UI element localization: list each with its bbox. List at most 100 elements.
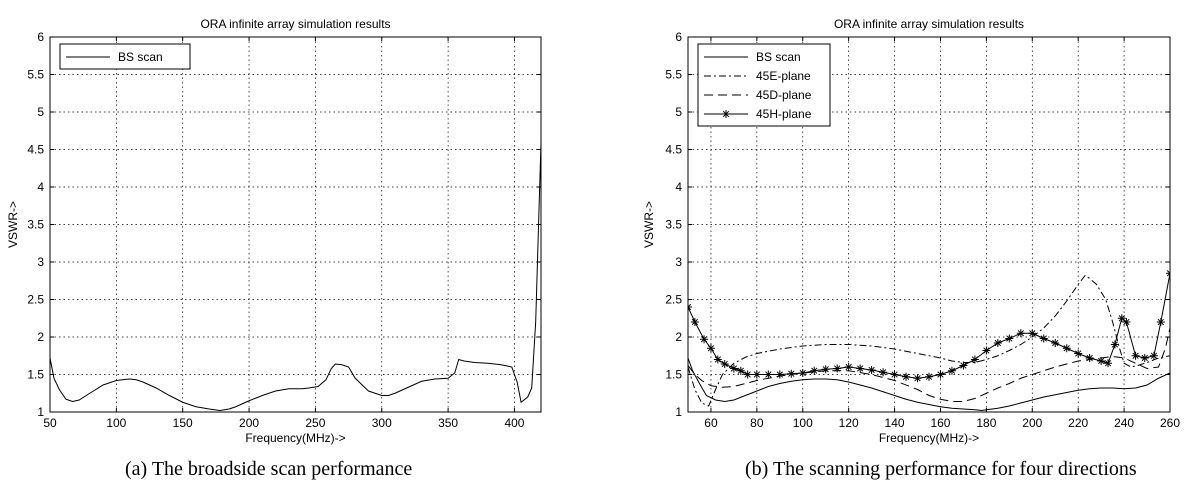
- data-point-star-marker: [700, 335, 709, 344]
- figure-a: 50 100 150 200 250 300 350 400 1 1.5 2 2.5 3 3.5 4 4.5 5…: [0, 0, 560, 494]
- plot-frame: [687, 36, 1171, 413]
- x-tick-label: 260: [1160, 416, 1180, 430]
- data-point-star-marker: [1104, 359, 1113, 368]
- y-tick-label: 2.5: [27, 293, 44, 307]
- data-point-star-marker: [1140, 354, 1149, 362]
- x-tick-label: 160: [930, 416, 950, 430]
- data-point-star-marker: [729, 364, 738, 373]
- y-tick-label: 5.5: [27, 68, 44, 82]
- data-point-star-marker: [959, 361, 968, 370]
- legend-box: [59, 43, 191, 70]
- y-tick-label: 2.5: [665, 293, 682, 307]
- plot-frame: [49, 36, 542, 413]
- data-point-star-marker: [810, 366, 819, 375]
- data-point-star-marker: [936, 370, 945, 379]
- y-tick-label: 3: [37, 255, 44, 269]
- data-point-star-marker: [844, 363, 853, 371]
- data-point-star-marker: [787, 369, 796, 378]
- x-tick-label: 50: [43, 416, 57, 430]
- data-point-star-marker: [752, 370, 761, 379]
- data-point-star-marker: [1074, 349, 1083, 358]
- y-tick-label: 5.5: [665, 68, 682, 82]
- y-tick-label: 3.5: [665, 218, 682, 232]
- x-tick-label: 180: [976, 416, 996, 430]
- data-point-star-marker: [982, 346, 991, 355]
- legend-box: [697, 43, 831, 127]
- data-point-star-marker: [1062, 344, 1071, 353]
- series-line-45e-plane: [688, 274, 1170, 407]
- figure-b: 60 80 100 120 140 160 180 200 220 240 260 1 1.5 2 2.5 3…: [625, 0, 1189, 494]
- series-line-bs-scan: [50, 141, 541, 412]
- x-tick-label: 250: [305, 416, 325, 430]
- x-axis-label: Frequency(MHz)->: [879, 431, 979, 445]
- y-tick-label: 6: [675, 30, 682, 44]
- data-point-star-marker: [821, 365, 830, 374]
- y-tick-label: 5: [675, 105, 682, 119]
- data-point-star-marker: [713, 355, 722, 364]
- data-point-star-marker: [833, 364, 842, 373]
- data-point-star-marker: [1122, 318, 1131, 326]
- y-tick-label: 2: [675, 330, 682, 344]
- data-point-star-marker: [1097, 357, 1106, 365]
- data-point-star-marker: [1039, 334, 1048, 343]
- data-point-star-marker: [706, 344, 715, 353]
- y-tick-label: 4: [675, 180, 682, 194]
- y-tick-label: 4: [37, 180, 44, 194]
- data-point-star-marker: [743, 370, 752, 379]
- y-tick-label: 1: [37, 405, 44, 419]
- legend: BS scan: [59, 43, 191, 70]
- x-tick-label: 150: [173, 416, 193, 430]
- data-point-star-marker: [764, 370, 773, 379]
- y-tick-label: 3: [675, 255, 682, 269]
- legend: BS scan 45E-plane 45D-plane 45H-plane: [697, 43, 831, 127]
- y-tick-label: 3.5: [27, 218, 44, 232]
- x-tick-label: 220: [1068, 416, 1088, 430]
- data-point-star-marker: [1016, 329, 1025, 338]
- data-point-star-marker: [1110, 340, 1119, 349]
- data-point-star-marker: [1131, 351, 1140, 360]
- x-tick-label: 200: [1022, 416, 1042, 430]
- data-point-star-marker: [720, 360, 729, 368]
- data-point-star-marker: [690, 318, 699, 326]
- data-point-star-marker: [913, 374, 922, 383]
- data-point-star-marker: [1156, 318, 1165, 326]
- x-tick-label: 120: [839, 416, 859, 430]
- y-axis-label: VSWR->: [642, 201, 656, 248]
- x-tick-label: 240: [1114, 416, 1134, 430]
- chart-title: ORA infinite array simulation results: [834, 17, 1024, 31]
- data-point-star-marker: [867, 366, 876, 374]
- data-point-star-marker: [1166, 269, 1170, 278]
- data-point-star-marker: [1005, 334, 1014, 343]
- y-tick-label: 1: [675, 405, 682, 419]
- y-tick-label: 1.5: [27, 368, 44, 382]
- grid: [688, 37, 1170, 412]
- x-tick-label: 100: [793, 416, 813, 430]
- data-point-star-marker: [993, 339, 1002, 347]
- chart-b-svg: 60 80 100 120 140 160 180 200 220 240 260 1 1.5 2 2.5 3…: [642, 17, 1180, 445]
- y-tick-label: 4.5: [27, 143, 44, 157]
- x-tick-label: 100: [106, 416, 126, 430]
- series-line-45d-plane: [688, 327, 1170, 402]
- legend-star-marker: [722, 110, 730, 118]
- data-point-star-marker: [890, 370, 899, 379]
- caption-a: (a) The broadside scan performance: [125, 458, 413, 480]
- legend-label: 45H-plane: [756, 107, 812, 121]
- data-point-star-marker: [775, 370, 784, 379]
- y-axis-label: VSWR->: [6, 201, 20, 248]
- y-tick-label: 4.5: [665, 143, 682, 157]
- chart-a-svg: 50 100 150 200 250 300 350 400 1 1.5 2 2.5 3 3.5 4 4.5 5…: [6, 17, 542, 445]
- plot-area: [50, 141, 541, 412]
- series-line-bs-scan: [688, 357, 1170, 412]
- data-point-star-marker: [1085, 354, 1094, 362]
- series-line-45h-plane: [688, 273, 1170, 379]
- plot-area: [688, 269, 1170, 412]
- data-point-star-marker: [798, 369, 807, 377]
- y-tick-label: 5: [37, 105, 44, 119]
- legend-label: 45E-plane: [756, 69, 811, 83]
- x-tick-label: 140: [885, 416, 905, 430]
- y-tick-label: 1.5: [665, 368, 682, 382]
- data-point-star-marker: [947, 366, 956, 375]
- caption-b: (b) The scanning performance for four di…: [745, 458, 1137, 480]
- y-tick-label: 6: [37, 30, 44, 44]
- x-tick-label: 200: [239, 416, 259, 430]
